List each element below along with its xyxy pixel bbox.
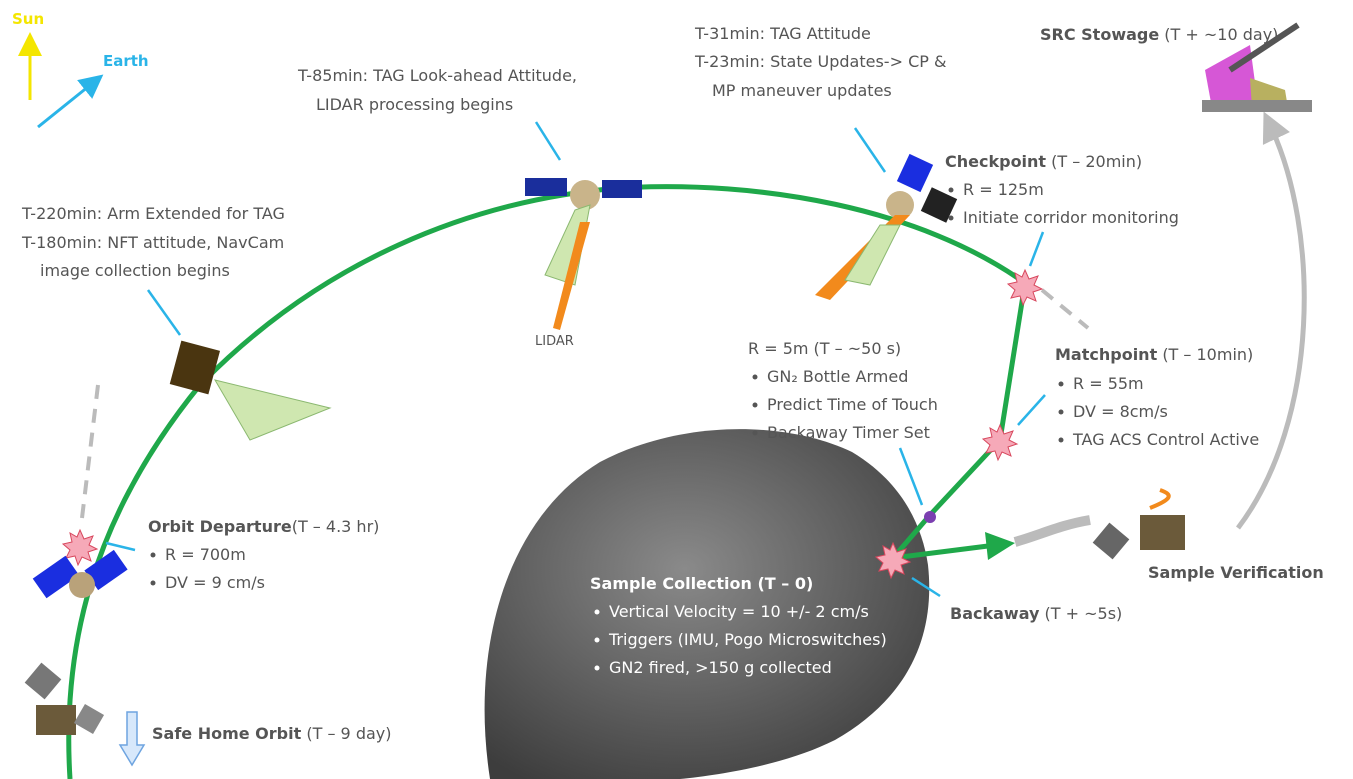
bullet [753, 375, 758, 380]
event-heading: Orbit Departure(T – 4.3 hr) [148, 517, 379, 536]
note-line: MP maneuver updates [712, 81, 892, 100]
bullet [753, 431, 758, 436]
earth-arrow [38, 82, 94, 127]
bullet-text: TAG ACS Control Active [1072, 430, 1259, 449]
bullet-text: R = 700m [165, 545, 246, 564]
bullet-text: DV = 9 cm/s [165, 573, 265, 592]
bullet [595, 638, 600, 643]
event-heading: SRC Stowage (T + ~10 day) [1040, 25, 1278, 44]
bullet-text: Triggers (IMU, Pogo Microswitches) [608, 630, 887, 649]
bullet [151, 581, 156, 586]
bullet [1059, 438, 1064, 443]
bullet-text: Initiate corridor monitoring [963, 208, 1179, 227]
event-heading: R = 5m (T – ~50 s) [748, 339, 901, 358]
note-line: T-180min: NFT attitude, NavCam [21, 233, 284, 252]
bullet-text: Vertical Velocity = 10 +/- 2 cm/s [609, 602, 869, 621]
touch-marker [924, 511, 936, 523]
event-heading: Sample Collection (T – 0) [590, 574, 813, 593]
bullet [1059, 410, 1064, 415]
bullet [595, 666, 600, 671]
bullet-text: R = 55m [1073, 374, 1144, 393]
note-line: T-85min: TAG Look-ahead Attitude, [297, 66, 577, 85]
bullet [753, 403, 758, 408]
diagram: Sun Earth [0, 0, 1353, 779]
bullet-text: DV = 8cm/s [1073, 402, 1168, 421]
bullet-text: Backaway Timer Set [767, 423, 930, 442]
bullet [595, 610, 600, 615]
bullet [1059, 382, 1064, 387]
gray-arrow [1015, 520, 1090, 542]
event-heading: Sample Verification [1148, 563, 1324, 582]
note: T-180min: NFT attitude, NavCam [21, 233, 284, 252]
note: image collection begins [40, 261, 230, 280]
bullet-lists: R = 125m Initiate corridor monitoring GN₂ … [151, 180, 1260, 677]
earth-label: Earth [103, 52, 149, 70]
note: T-31min: TAG Attitude [694, 24, 871, 43]
dashed-path [82, 385, 98, 518]
note: T-23min: State Updates-> CP & [694, 52, 946, 71]
note-line: image collection begins [40, 261, 230, 280]
bullet-text: Predict Time of Touch [767, 395, 938, 414]
note: MP maneuver updates [712, 81, 892, 100]
bullet [949, 216, 954, 221]
note-line: T-220min: Arm Extended for TAG [21, 204, 285, 223]
bullet [949, 188, 954, 193]
note: T-220min: Arm Extended for TAG [21, 204, 285, 223]
bullet-text: GN2 fired, >150 g collected [609, 658, 832, 677]
safe-home-arrow [120, 712, 144, 765]
bullet-text: GN₂ Bottle Armed [767, 367, 908, 386]
return-arrow [1238, 125, 1304, 528]
dashed-path [1042, 290, 1088, 328]
note-line: T-31min: TAG Attitude [694, 24, 871, 43]
sun-label: Sun [12, 10, 44, 28]
note: LIDAR processing begins [316, 95, 513, 114]
note-line: T-23min: State Updates-> CP & [694, 52, 946, 71]
lidar-label: LIDAR [535, 334, 574, 349]
backaway-head [985, 532, 1015, 560]
event-heading: Safe Home Orbit (T – 9 day) [152, 724, 391, 743]
event-heading: Checkpoint (T – 20min) [945, 152, 1142, 171]
event-heading: Backaway (T + ~5s) [950, 604, 1122, 623]
note: T-85min: TAG Look-ahead Attitude, [297, 66, 577, 85]
bullet-text: R = 125m [963, 180, 1044, 199]
bullet [151, 553, 156, 558]
note-line: LIDAR processing begins [316, 95, 513, 114]
event-heading: Matchpoint (T – 10min) [1055, 345, 1253, 364]
